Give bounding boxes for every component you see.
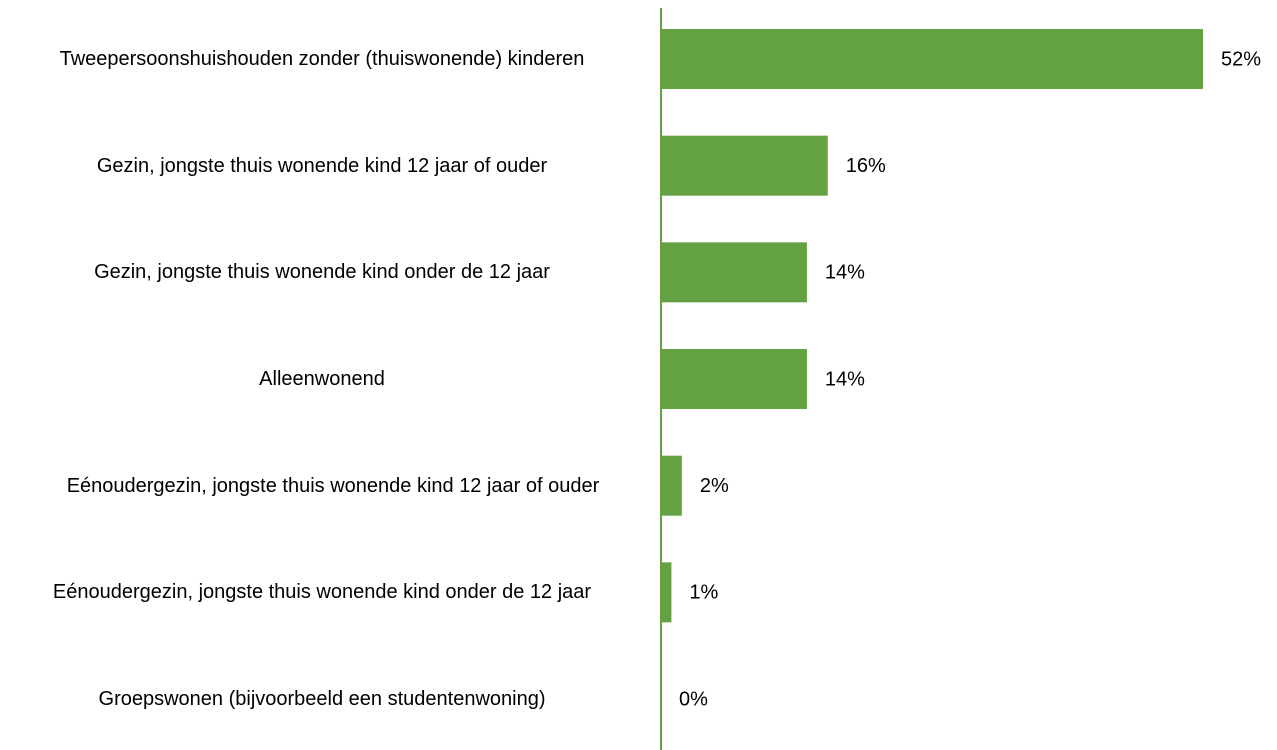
bar — [661, 29, 1203, 89]
value-label: 2% — [700, 475, 729, 497]
category-label: Groepswonen (bijvoorbeeld een studentenw… — [98, 688, 546, 711]
value-label: 14% — [825, 368, 865, 390]
category-label: Eénoudergezin, jongste thuis wonende kin… — [66, 474, 600, 497]
category-label: Alleenwonend — [259, 368, 385, 390]
value-label: 1% — [689, 582, 718, 604]
value-label: 14% — [825, 262, 865, 284]
value-label: 16% — [846, 155, 886, 177]
bar — [661, 242, 807, 303]
bar — [661, 455, 682, 516]
value-label: 0% — [679, 688, 708, 710]
bar — [661, 349, 807, 410]
value-label: 52% — [1221, 48, 1261, 70]
category-label: Gezin, jongste thuis wonende kind 12 jaa… — [96, 154, 548, 177]
bar — [661, 562, 672, 623]
category-label: Eénoudergezin, jongste thuis wonende kin… — [52, 581, 592, 604]
category-label: Tweepersoonshuishouden zonder (thuiswone… — [59, 48, 585, 70]
bar — [661, 135, 828, 196]
category-label: Gezin, jongste thuis wonende kind onder … — [94, 261, 550, 284]
